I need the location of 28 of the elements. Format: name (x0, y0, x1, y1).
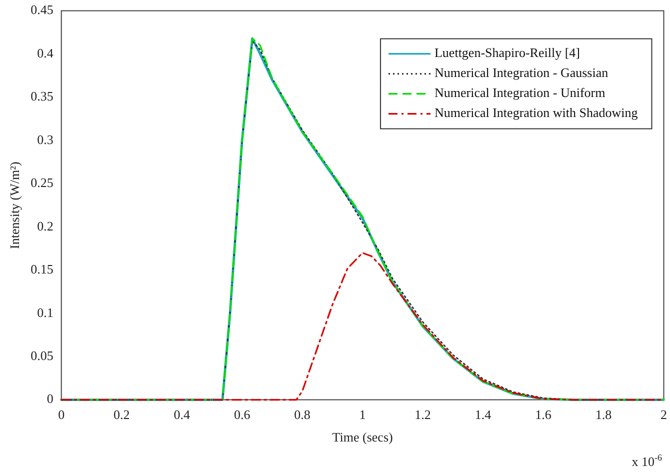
legend-label: Numerical Integration - Gaussian (434, 65, 609, 80)
x-axis-title: Time (secs) (332, 430, 393, 445)
legend-label: Luettgen-Shapiro-Reilly [4] (434, 45, 580, 60)
x-tick-label: 1.6 (535, 407, 552, 422)
y-tick-label: 0.45 (30, 2, 54, 18)
x-tick-label: 1 (359, 407, 366, 422)
y-tick-label: 0.3 (37, 132, 54, 147)
y-tick-label: 0.05 (30, 348, 54, 363)
x-tick-label: 1.4 (474, 407, 492, 422)
legend-label: Numerical Integration - Uniform (434, 85, 606, 100)
y-tick-label: 0.35 (30, 88, 54, 104)
y-axis-title: Intensity (W/m²) (7, 162, 22, 249)
y-tick-label: 0.4 (37, 45, 54, 60)
y-tick-label: 0.1 (37, 304, 54, 320)
y-tick-label: 0 (46, 391, 54, 406)
x-tick-label: 0.6 (234, 407, 251, 422)
text: x 10$^{-6}$ (632, 452, 662, 469)
x-tick-label: 0.2 (113, 407, 130, 422)
y-tick-label: 0.15 (30, 262, 54, 277)
x-tick-label: 0.8 (294, 407, 310, 422)
y-tick-label: 0.25 (30, 175, 54, 190)
x-tick-label: 1.2 (414, 407, 431, 422)
x-tick-label: 0.4 (174, 407, 190, 422)
x-tick-label: 1.8 (595, 407, 612, 422)
legend-label: Numerical Integration with Shadowing (434, 105, 638, 120)
y-tick-label: 0.2 (37, 218, 54, 234)
x-tick-label: 0 (58, 407, 65, 422)
x-tick-label: 2 (660, 407, 667, 422)
